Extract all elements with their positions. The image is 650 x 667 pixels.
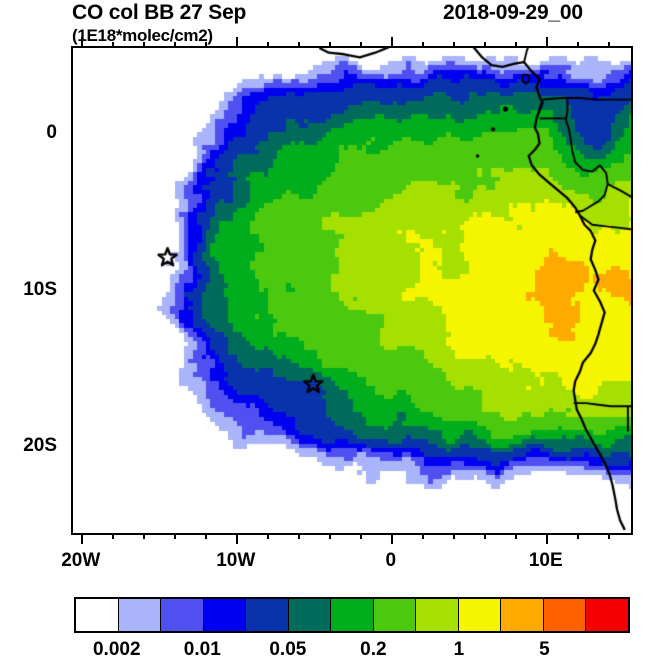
x-tick-label: 20W <box>61 550 101 571</box>
axis-tick <box>391 37 393 48</box>
axis-tick <box>298 533 300 539</box>
axis-tick <box>360 42 362 48</box>
axis-tick <box>298 42 300 48</box>
axis-tick <box>546 533 548 544</box>
y-tick-label: 0 <box>46 122 57 144</box>
axis-tick <box>577 533 579 539</box>
colorbar-tick-label: 0.01 <box>183 639 221 660</box>
axis-tick <box>267 533 269 539</box>
colorbar-tick-label: 0.002 <box>92 639 141 660</box>
axis-tick <box>546 37 548 48</box>
colorbar-cell-5 <box>288 599 332 631</box>
colorbar-cell-3 <box>203 599 247 631</box>
axis-tick <box>577 42 579 48</box>
y-tick-label: 20S <box>23 434 57 456</box>
colorbar-tick-label: 0.2 <box>360 639 387 660</box>
axis-tick <box>174 533 176 539</box>
axis-tick <box>329 533 331 539</box>
axis-tick <box>236 533 238 544</box>
axis-tick <box>608 533 610 539</box>
colorbar-cell-2 <box>161 599 204 631</box>
timestamp-label: 2018-09-29_00 <box>443 1 583 24</box>
colorbar <box>74 597 630 633</box>
axis-tick <box>205 42 207 48</box>
axis-tick <box>267 42 269 48</box>
colorbar-cell-12 <box>586 599 628 631</box>
axis-tick <box>360 533 362 539</box>
axis-tick <box>453 533 455 539</box>
axis-tick <box>484 533 486 539</box>
axis-tick <box>515 42 517 48</box>
axis-tick <box>81 37 83 48</box>
axis-tick <box>422 533 424 539</box>
y-tick-label: 10S <box>23 278 57 300</box>
axis-tick <box>422 42 424 48</box>
axis-tick <box>112 533 114 539</box>
colorbar-cell-6 <box>331 599 374 631</box>
axis-tick <box>515 533 517 539</box>
colorbar-tick-label: 0.05 <box>269 639 307 660</box>
axis-tick <box>484 42 486 48</box>
page-title: CO col BB 27 Sep <box>72 1 247 24</box>
colorbar-cell-9 <box>458 599 502 631</box>
axis-tick <box>205 533 207 539</box>
colorbar-cell-11 <box>543 599 587 631</box>
axis-tick <box>236 37 238 48</box>
co-column-heatmap <box>73 48 631 533</box>
axis-tick <box>453 42 455 48</box>
axis-tick <box>329 42 331 48</box>
colorbar-cell-4 <box>246 599 289 631</box>
units-label: (1E18*molec/cm2) <box>72 26 213 45</box>
colorbar-cell-0 <box>76 599 119 631</box>
colorbar-tick-label: 1 <box>453 639 465 660</box>
axis-tick <box>174 42 176 48</box>
axis-tick <box>143 533 145 539</box>
axis-tick <box>81 533 83 544</box>
map-plot-frame <box>71 46 633 535</box>
axis-tick <box>608 42 610 48</box>
axis-tick <box>112 42 114 48</box>
axis-tick <box>143 42 145 48</box>
colorbar-cell-1 <box>118 599 162 631</box>
axis-tick <box>391 533 393 544</box>
x-tick-label: 0 <box>385 550 397 571</box>
colorbar-cell-8 <box>416 599 459 631</box>
colorbar-tick-label: 5 <box>539 639 550 660</box>
colorbar-cell-7 <box>373 599 417 631</box>
x-tick-label: 10W <box>216 550 256 571</box>
colorbar-cell-10 <box>501 599 544 631</box>
x-tick-label: 10E <box>528 550 563 571</box>
